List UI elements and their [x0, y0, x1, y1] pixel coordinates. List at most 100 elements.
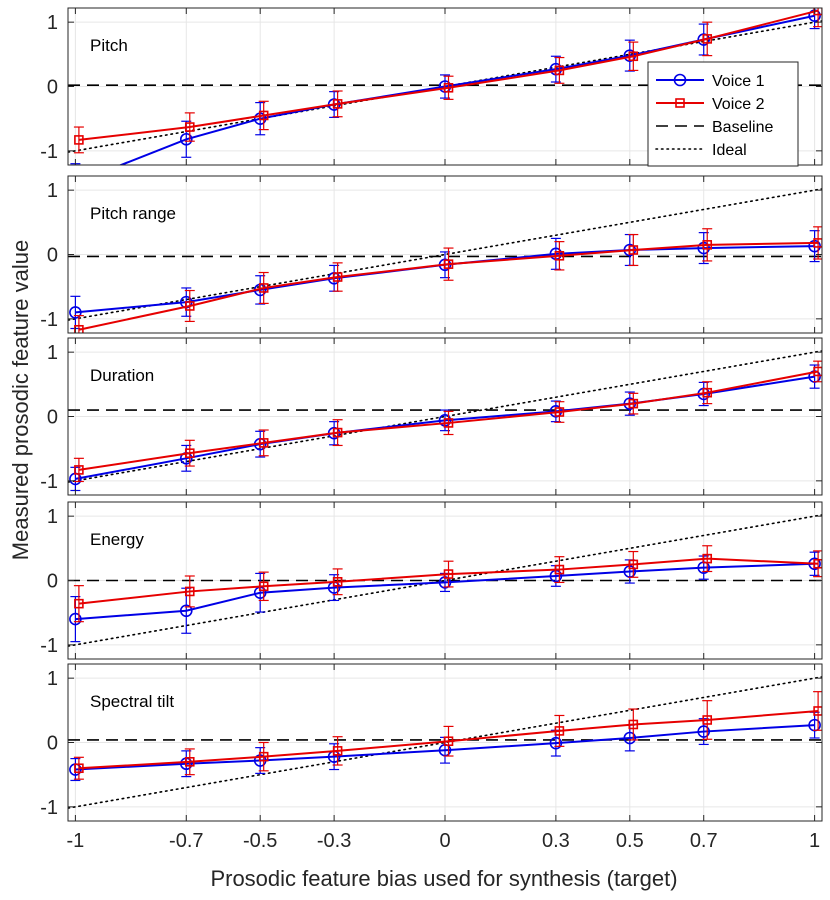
panel-plot-area [68, 350, 822, 492]
voice-2-point [332, 427, 343, 438]
panel-2: -1 0 1 Pitch range [40, 175, 823, 334]
panel-5: -1 0 1 Spectral tilt [40, 663, 823, 822]
voice-1-point [179, 132, 193, 146]
voice-1-point [697, 33, 711, 46]
voice-2-point [443, 736, 454, 747]
voice-2-point [813, 706, 822, 716]
panel-3: -1 0 1 Duration [40, 337, 823, 496]
legend-label: Baseline [712, 119, 773, 136]
y-tick-label: 1 [47, 506, 58, 528]
voice-1-point [69, 612, 82, 626]
panel-plot-area [68, 188, 822, 333]
voice-1-line [75, 724, 815, 771]
voice-2-point [74, 135, 84, 145]
voice-2-point [443, 259, 454, 269]
y-tick-label: -1 [40, 141, 58, 163]
voice-2-point [702, 553, 713, 564]
y-tick-label: 0 [47, 733, 58, 755]
voice-1-point [697, 725, 711, 738]
legend-marker-voice-2 [675, 98, 685, 108]
voice-2-point [332, 99, 343, 109]
ideal-line [68, 676, 822, 809]
ideal-line [68, 514, 822, 647]
voice-2-series [73, 545, 822, 623]
voice-2-point [443, 569, 454, 579]
x-tick-label: 0.7 [690, 830, 718, 852]
voice-2-point [628, 398, 639, 409]
panel-plot-area [68, 676, 822, 809]
voice-2-point [554, 407, 565, 417]
legend: Voice 1 Voice 2 Baseline Ideal [647, 61, 799, 167]
voice-2-point [443, 418, 454, 428]
voice-2-point [554, 726, 565, 736]
panel-title: Energy [90, 530, 144, 549]
voice-2-point [628, 51, 639, 62]
voice-1-point [623, 731, 637, 745]
x-tick-label: 0 [439, 830, 450, 852]
voice-2-point [554, 250, 565, 261]
voice-2-point [702, 34, 713, 44]
legend-label: Voice 1 [712, 73, 765, 90]
voice-2-point [184, 448, 195, 458]
voice-2-line [78, 557, 819, 605]
voice-2-point [184, 757, 195, 767]
ideal-line [68, 188, 822, 321]
legend-label: Voice 2 [712, 96, 765, 113]
x-tick-label: -1 [66, 830, 84, 852]
panel-title: Pitch range [90, 204, 176, 223]
voice-2-series [73, 691, 822, 780]
x-tick-label: -0.5 [243, 830, 277, 852]
voice-2-point [554, 65, 565, 76]
voice-2-series [73, 360, 822, 483]
x-tick-label: 1 [809, 830, 820, 852]
voice-2-point [702, 387, 713, 398]
voice-2-point [332, 576, 343, 587]
x-tick-label: -0.7 [169, 830, 203, 852]
voice-2-point [258, 283, 269, 293]
voice-2-line [78, 370, 819, 471]
y-tick-label: 0 [47, 77, 58, 99]
panel-title: Pitch [90, 36, 128, 55]
x-axis: -1 -0.7 -0.5 -0.3 0 0.3 0.5 0.7 1 [66, 830, 820, 852]
voice-2-point [813, 238, 822, 248]
y-tick-label: 1 [47, 12, 58, 34]
panels-group: -1 0 1 Pitch -1 0 1 Pitch range -1 0 1 Duration -1 0 1… [40, 7, 823, 822]
panel-4: -1 0 1 Energy [40, 501, 823, 660]
voice-2-series [73, 226, 822, 333]
voice-2-point [554, 564, 565, 575]
voice-2-point [258, 110, 269, 121]
voice-2-line [78, 241, 819, 331]
voice-2-line [78, 9, 819, 141]
voice-2-point [702, 715, 713, 725]
x-tick-label: 0.5 [616, 830, 644, 852]
voice-2-point [184, 122, 195, 132]
panel-title: Spectral tilt [90, 692, 174, 711]
voice-2-point [702, 240, 713, 250]
y-tick-label: 0 [47, 571, 58, 593]
y-tick-label: -1 [40, 797, 58, 819]
y-tick-label: -1 [40, 471, 58, 493]
voice-2-point [628, 245, 639, 255]
voice-2-point [258, 438, 269, 448]
voice-2-line [78, 709, 819, 770]
voice-2-point [258, 581, 269, 592]
voice-2-point [813, 366, 822, 377]
legend-label: Ideal [712, 142, 747, 159]
panel-plot-area [68, 514, 822, 647]
y-tick-label: 1 [47, 668, 58, 690]
y-tick-label: 1 [47, 180, 58, 202]
voice-2-point [184, 586, 195, 597]
voice-2-point [332, 746, 343, 756]
y-tick-label: 0 [47, 407, 58, 429]
y-tick-label: -1 [40, 309, 58, 331]
voice-1-point [69, 306, 82, 319]
x-tick-label: 0.3 [542, 830, 570, 852]
x-tick-label: -0.3 [317, 830, 351, 852]
y-axis-label: Measured prosodic feature value [8, 240, 33, 560]
voice-2-point [74, 465, 84, 475]
voice-2-series [73, 8, 822, 154]
voice-2-point [184, 301, 195, 311]
ideal-line [68, 350, 822, 483]
voice-2-point [332, 272, 343, 282]
